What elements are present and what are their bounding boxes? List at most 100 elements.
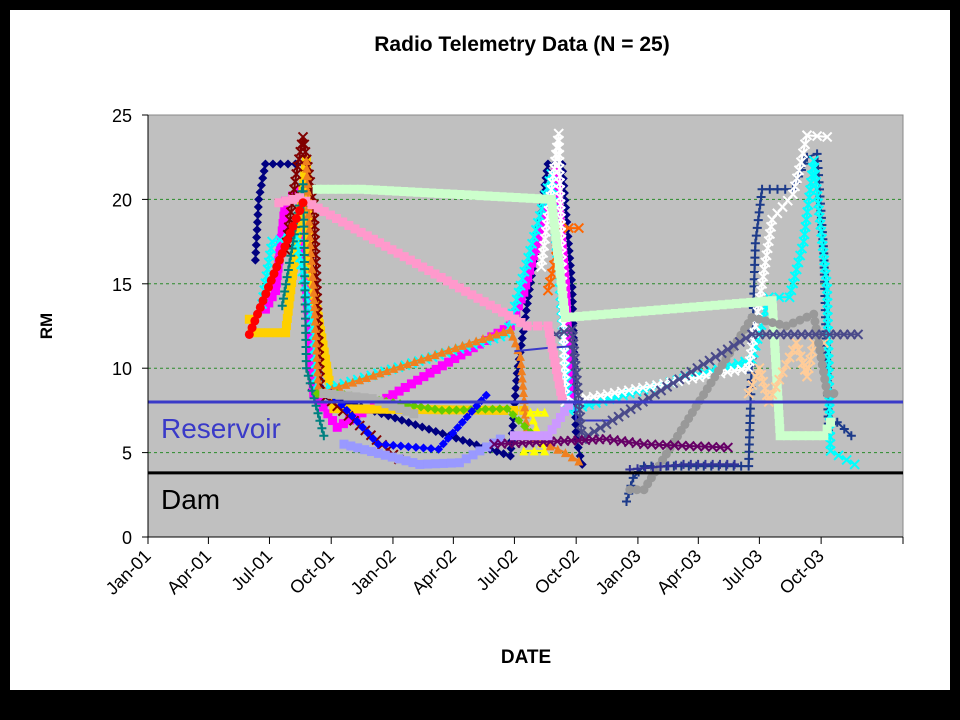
data-point [305, 378, 315, 388]
data-point [418, 262, 428, 272]
data-point [753, 297, 763, 307]
data-point [286, 251, 296, 261]
data-point [392, 186, 402, 196]
series-24 [319, 389, 419, 419]
data-point [461, 286, 471, 296]
data-point [841, 454, 852, 466]
data-point [492, 405, 502, 415]
data-point [281, 321, 291, 331]
data-point [560, 448, 570, 458]
data-point [269, 269, 279, 279]
data-point [426, 444, 436, 454]
data-point [381, 241, 391, 251]
data-point [508, 421, 518, 431]
data-point [821, 131, 833, 143]
data-point [508, 331, 518, 341]
data-point [332, 422, 342, 432]
data-point [251, 248, 261, 258]
data-point [378, 404, 388, 414]
data-point [454, 458, 464, 468]
data-point [343, 391, 353, 401]
data-point [348, 377, 358, 387]
data-point [717, 300, 727, 310]
data-point [747, 379, 758, 391]
data-point [278, 218, 288, 228]
data-point [812, 431, 822, 441]
data-point [640, 463, 650, 473]
data-point [274, 255, 284, 265]
data-point [769, 324, 779, 334]
data-point [722, 344, 733, 355]
data-point [389, 363, 399, 373]
x-tick-label: Jul-02 [472, 546, 521, 595]
ref-label-reservoir: Reservoir [161, 413, 281, 444]
x-tick-label: Jan-02 [347, 546, 400, 599]
data-point [406, 379, 416, 389]
data-point [731, 299, 741, 309]
data-point [418, 443, 428, 453]
data-point [667, 377, 679, 389]
data-point [252, 217, 262, 227]
data-point [322, 361, 332, 371]
chart-title: Radio Telemetry Data (N = 25) [374, 33, 669, 56]
data-point [560, 305, 570, 315]
data-point [244, 314, 254, 324]
data-point [370, 185, 380, 195]
data-point [625, 485, 635, 495]
data-point [710, 351, 721, 363]
data-point [519, 287, 529, 297]
data-point [555, 412, 565, 422]
data-point [509, 431, 519, 441]
data-point [555, 268, 565, 278]
data-point [465, 438, 475, 448]
data-point [774, 374, 785, 385]
data-point [394, 386, 404, 396]
data-point [403, 442, 413, 452]
data-point [663, 461, 673, 471]
data-point [438, 439, 448, 449]
data-point [313, 395, 323, 405]
data-point [251, 240, 261, 250]
data-point [375, 238, 385, 248]
data-point [761, 316, 771, 326]
data-point [560, 406, 570, 416]
data-point [252, 225, 262, 235]
data-point [431, 459, 441, 469]
data-point [338, 419, 348, 429]
y-tick-label: 25 [112, 106, 132, 126]
data-point [819, 367, 829, 377]
data-point [607, 415, 618, 426]
data-point [639, 306, 649, 316]
data-point [325, 210, 335, 220]
data-point [258, 173, 268, 183]
data-point [521, 305, 531, 315]
data-point [313, 381, 323, 391]
data-point [557, 283, 567, 293]
data-point [306, 269, 316, 279]
data-point [461, 454, 471, 464]
data-point [409, 356, 419, 366]
data-point [520, 421, 530, 431]
data-point [318, 402, 328, 412]
data-point [522, 321, 532, 331]
data-point [649, 389, 661, 400]
data-point [289, 256, 299, 266]
data-point [285, 292, 295, 302]
data-point [419, 372, 429, 382]
data-point [408, 458, 418, 468]
data-point [495, 404, 505, 414]
data-point [822, 424, 832, 434]
ref-label-dam: Dam [161, 484, 220, 515]
data-point [453, 423, 463, 433]
data-point [483, 191, 493, 201]
data-point [373, 448, 383, 458]
data-point [255, 302, 265, 312]
data-point [803, 362, 814, 374]
data-point [277, 301, 287, 311]
data-point [467, 406, 477, 416]
data-point [746, 297, 756, 307]
data-point [451, 405, 461, 415]
data-point [502, 404, 512, 414]
data-point [543, 159, 553, 169]
data-point [456, 350, 466, 360]
